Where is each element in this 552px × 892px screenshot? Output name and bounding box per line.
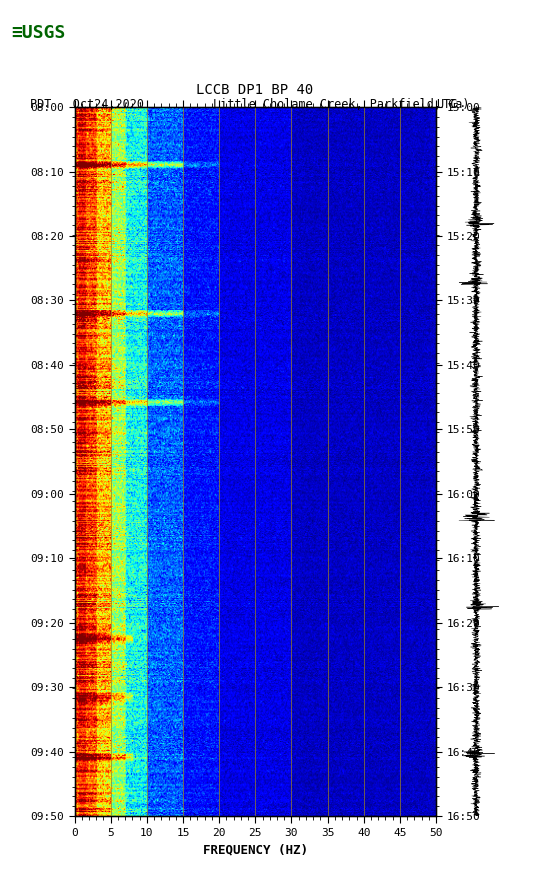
Text: UTC: UTC [436, 98, 458, 111]
X-axis label: FREQUENCY (HZ): FREQUENCY (HZ) [203, 844, 308, 856]
Text: PDT   Oct24,2020: PDT Oct24,2020 [30, 98, 145, 111]
Text: LCCB DP1 BP 40: LCCB DP1 BP 40 [197, 83, 314, 97]
Text: Little Cholame Creek, Parkfield, Ca): Little Cholame Creek, Parkfield, Ca) [213, 98, 469, 111]
Text: ≡USGS: ≡USGS [11, 24, 66, 42]
